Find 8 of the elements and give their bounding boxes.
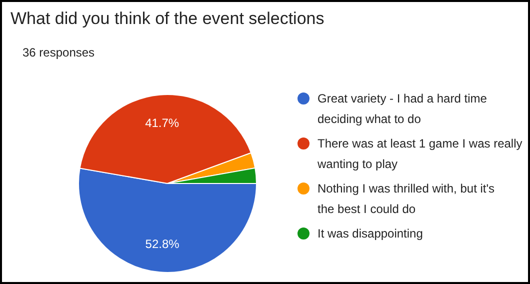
legend-label: Nothing I was thrilled with, but it's the best I could do bbox=[318, 182, 495, 216]
data-label: 52.8% bbox=[145, 236, 180, 251]
data-label: 41.7% bbox=[145, 116, 180, 130]
legend-label: It was disappointing bbox=[318, 226, 423, 240]
legend-label: Great variety - I had a hard time deciding what to do bbox=[318, 92, 488, 126]
legend-label: There was at least 1 game I was really wanting to play bbox=[316, 136, 522, 171]
chart-subtitle: 36 responses bbox=[22, 46, 95, 60]
chart-title: What did you think of the event selections bbox=[10, 9, 324, 28]
